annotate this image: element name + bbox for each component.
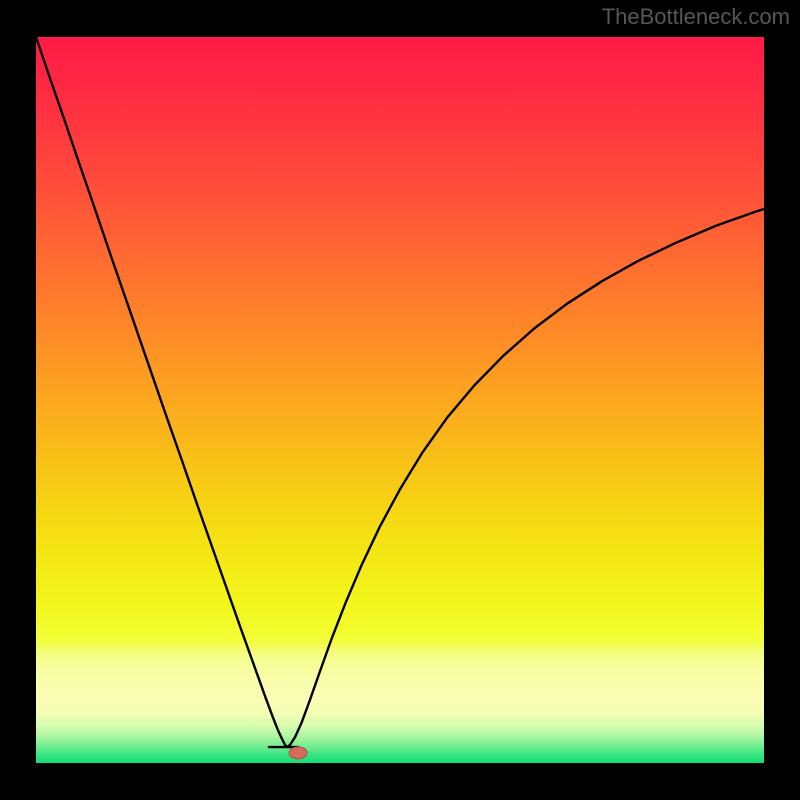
watermark-text: TheBottleneck.com: [602, 4, 790, 30]
plot-background: [36, 37, 764, 763]
chart-container: TheBottleneck.com: [0, 0, 800, 800]
bottleneck-chart-svg: [0, 0, 800, 800]
optimal-point-marker: [289, 747, 307, 759]
